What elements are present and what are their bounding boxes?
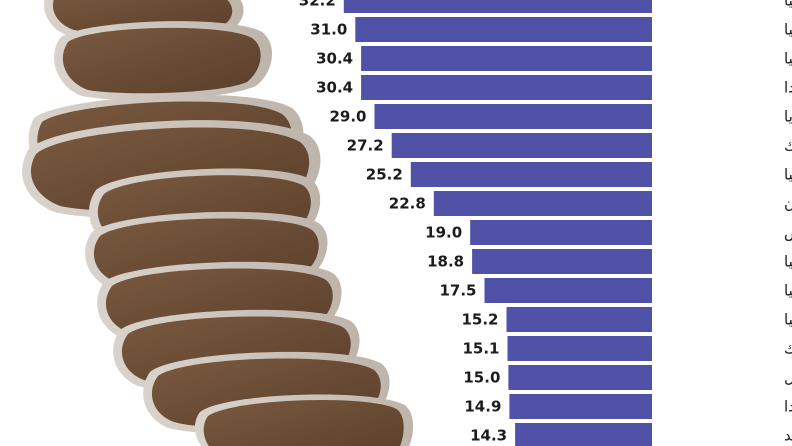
category-label: جمهورية التشيك (784, 137, 792, 155)
category-label: كرواتيا (784, 21, 792, 39)
category-label: لاتفيا (784, 50, 792, 68)
bread-slice (54, 21, 273, 101)
category-label: إيرلندا (784, 398, 792, 416)
value-label: 15.2 (461, 311, 498, 329)
value-label: 22.8 (389, 195, 426, 213)
category-label: رومانيا (784, 166, 792, 184)
value-label: 30.4 (316, 79, 353, 97)
value-label: 27.2 (347, 137, 384, 155)
category-label: بلغاريا (784, 108, 792, 126)
category-label: إسبانيا (784, 311, 792, 329)
value-label: 14.3 (470, 427, 507, 445)
bar (361, 75, 652, 100)
bar (515, 423, 652, 446)
bar (472, 249, 652, 274)
category-label: البرتغال (784, 369, 792, 387)
bar (509, 394, 652, 419)
bar (391, 133, 652, 158)
value-label: 25.2 (366, 166, 403, 184)
bar (343, 0, 652, 13)
value-label: 30.4 (316, 50, 353, 68)
category-label: سلوفينيا (784, 253, 792, 271)
category-label: ألمانيا (784, 281, 792, 300)
category-label: قبرص (784, 224, 792, 242)
bar (374, 104, 652, 129)
value-label: 19.0 (425, 224, 462, 242)
bars-layer: 32.2 سلوفاكيا 31.0 كرواتيا 30.4 لاتفيا 30.4 بول… (299, 0, 792, 446)
bread-slices-photo (22, 0, 414, 446)
bar (355, 17, 652, 42)
value-label: 14.9 (464, 398, 501, 416)
bar (433, 191, 652, 216)
category-label: الدنمارك (784, 340, 792, 358)
value-label: 15.1 (462, 340, 499, 358)
category-label: اليونان (784, 195, 792, 213)
bar (507, 336, 652, 361)
bar (470, 220, 652, 245)
value-label: 17.5 (439, 282, 476, 300)
value-label: 31.0 (310, 21, 347, 39)
bar (484, 278, 652, 303)
bar (506, 307, 652, 332)
category-label: سلوفاكيا (784, 0, 792, 10)
value-label: 29.0 (329, 108, 366, 126)
category-label: السويد (784, 427, 792, 445)
bar (410, 162, 652, 187)
value-label: 15.0 (463, 369, 500, 387)
value-label: 32.2 (299, 0, 336, 10)
value-label: 18.8 (427, 253, 464, 271)
bar (508, 365, 652, 390)
category-label: بولندا (784, 79, 792, 97)
bar (361, 46, 652, 71)
bread-slice (194, 394, 414, 446)
